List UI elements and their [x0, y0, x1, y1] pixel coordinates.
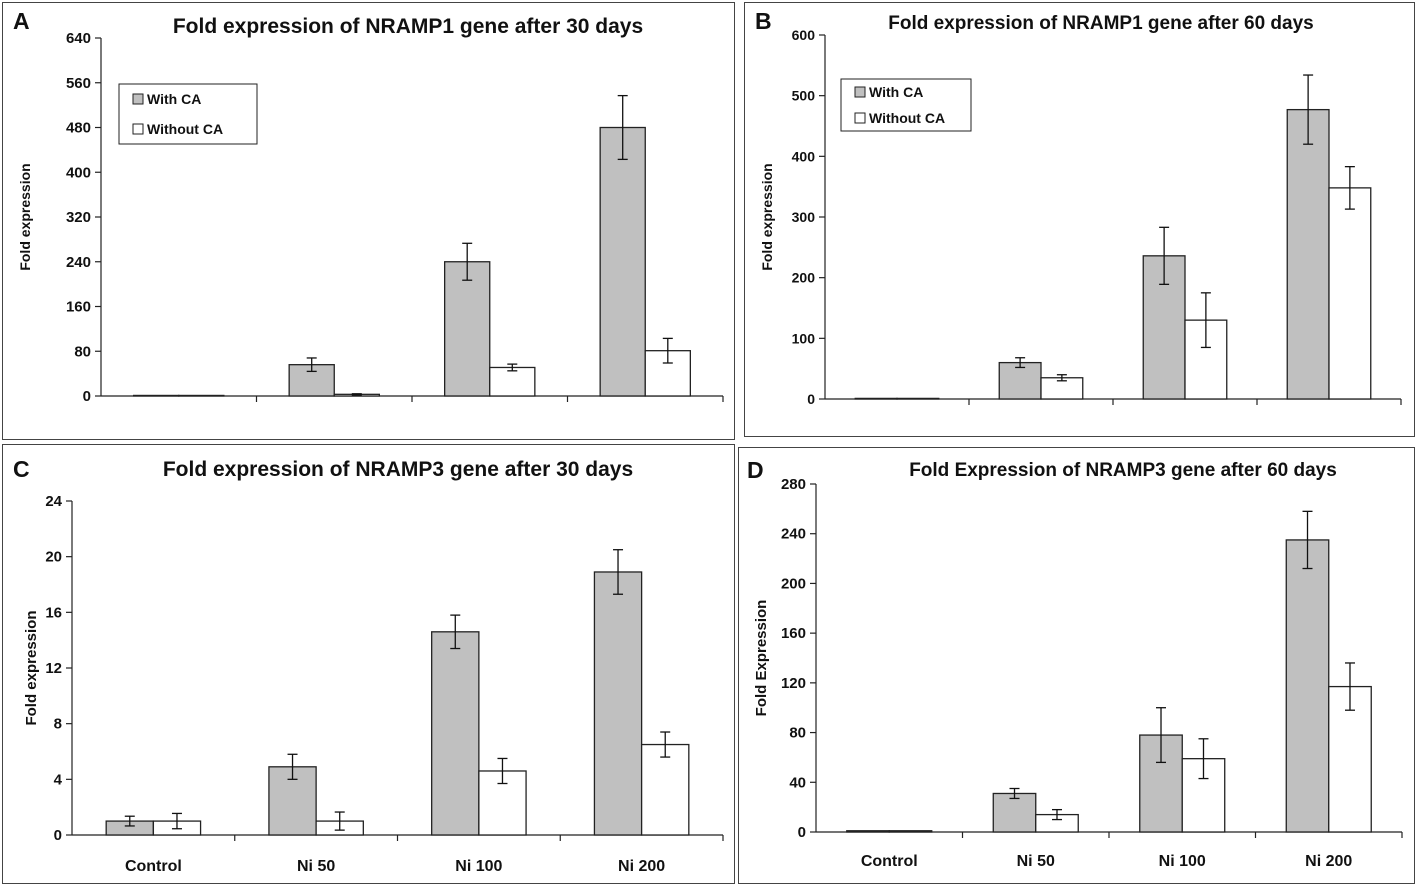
y-tick-label: 500	[792, 88, 816, 104]
bar-without-ca	[178, 394, 225, 397]
panel-letter: B	[755, 8, 772, 34]
y-tick-label: 160	[781, 625, 806, 642]
chart-title: Fold expression of NRAMP1 gene after 60 …	[888, 13, 1314, 34]
y-tick-label: 40	[789, 774, 806, 791]
chart-title: Fold expression of NRAMP1 gene after 30 …	[173, 15, 643, 38]
y-tick-label: 0	[798, 824, 806, 841]
bar-with-ca	[1285, 539, 1330, 833]
x-category-label: Ni 100	[455, 858, 502, 875]
legend-swatch	[132, 93, 144, 105]
legend-label: With CA	[869, 84, 923, 100]
bar-with-ca	[846, 830, 890, 833]
y-tick-label: 24	[45, 493, 62, 510]
panel-b: B Fold expression of NRAMP1 gene after 60…	[744, 2, 1415, 437]
chart-title: Fold expression of NRAMP3 gene after 30 …	[163, 458, 633, 481]
y-tick-label: 20	[45, 549, 62, 566]
y-tick-label: 240	[781, 526, 806, 543]
y-tick-label: 0	[83, 388, 91, 405]
chart-b: B Fold expression of NRAMP1 gene after 60…	[755, 8, 1402, 407]
y-tick-label: 16	[45, 604, 62, 621]
bar-without-ca	[1328, 187, 1372, 400]
panel-d: D Fold Expression of NRAMP3 gene after 60…	[738, 447, 1415, 884]
y-tick-label: 480	[66, 120, 91, 137]
y-tick-label: 240	[66, 254, 91, 271]
panel-letter: D	[747, 457, 764, 483]
y-tick-label: 80	[74, 343, 91, 360]
y-axis-label: Fold expression	[17, 163, 33, 270]
bar-with-ca	[992, 792, 1037, 833]
y-tick-label: 4	[54, 771, 63, 788]
y-tick-label: 600	[792, 27, 816, 43]
legend-swatch	[854, 112, 866, 124]
x-category-label: Ni 50	[297, 858, 335, 875]
bar-without-ca	[640, 743, 690, 836]
x-category-label: Control	[125, 858, 182, 875]
legend-label: Without CA	[147, 121, 223, 137]
y-tick-label: 640	[66, 30, 91, 47]
y-axis-label: Fold Expression	[753, 600, 770, 717]
legend-label: With CA	[147, 91, 201, 107]
legend: With CA Without CA	[840, 78, 972, 132]
chart-title: Fold Expression of NRAMP3 gene after 60 …	[909, 460, 1337, 481]
x-category-label: Ni 50	[1017, 853, 1055, 870]
bar-with-ca	[431, 631, 480, 836]
bar-with-ca	[1286, 108, 1330, 400]
panel-c: C Fold expression of NRAMP3 gene after 30…	[2, 444, 735, 884]
x-category-label: Control	[861, 853, 918, 870]
y-tick-label: 400	[66, 164, 91, 181]
bar-with-ca	[854, 397, 898, 400]
chart-d: D Fold Expression of NRAMP3 gene after 60…	[747, 457, 1403, 870]
bar-with-ca	[593, 571, 643, 836]
y-tick-label: 120	[781, 675, 806, 692]
chart-a: A Fold expression of NRAMP1 gene after 30…	[13, 8, 724, 405]
y-tick-label: 100	[792, 330, 816, 346]
y-tick-label: 560	[66, 75, 91, 92]
legend: With CA Without CA	[118, 83, 258, 145]
panel-letter: A	[13, 8, 30, 34]
y-axis-label: Fold expression	[759, 163, 775, 270]
y-tick-label: 160	[66, 299, 91, 316]
x-category-label: Ni 100	[1159, 853, 1206, 870]
y-tick-label: 0	[54, 827, 62, 844]
x-category-label: Ni 200	[1305, 853, 1352, 870]
y-tick-label: 300	[792, 209, 816, 225]
y-tick-label: 280	[781, 476, 806, 493]
y-tick-label: 8	[54, 716, 62, 733]
bar-without-ca	[888, 830, 933, 833]
bar-without-ca	[1181, 758, 1226, 833]
y-tick-label: 0	[807, 391, 815, 407]
chart-c: C Fold expression of NRAMP3 gene after 30…	[13, 456, 724, 875]
y-axis-label: Fold expression	[23, 610, 40, 725]
bar-without-ca	[896, 397, 940, 400]
legend-swatch	[854, 86, 866, 98]
y-tick-label: 200	[792, 270, 816, 286]
x-category-label: Ni 200	[618, 858, 665, 875]
y-tick-label: 12	[45, 660, 62, 677]
legend-label: Without CA	[869, 110, 945, 126]
legend-swatch	[132, 123, 144, 135]
bar-with-ca	[444, 261, 491, 397]
bar-without-ca	[489, 366, 536, 397]
bar-with-ca	[599, 126, 646, 397]
y-tick-label: 80	[789, 725, 806, 742]
panel-a: A Fold expression of NRAMP1 gene after 30…	[2, 2, 735, 440]
y-tick-label: 200	[781, 575, 806, 592]
bar-with-ca	[133, 394, 180, 397]
y-tick-label: 320	[66, 209, 91, 226]
panel-letter: C	[13, 456, 30, 482]
y-tick-label: 400	[792, 148, 816, 164]
